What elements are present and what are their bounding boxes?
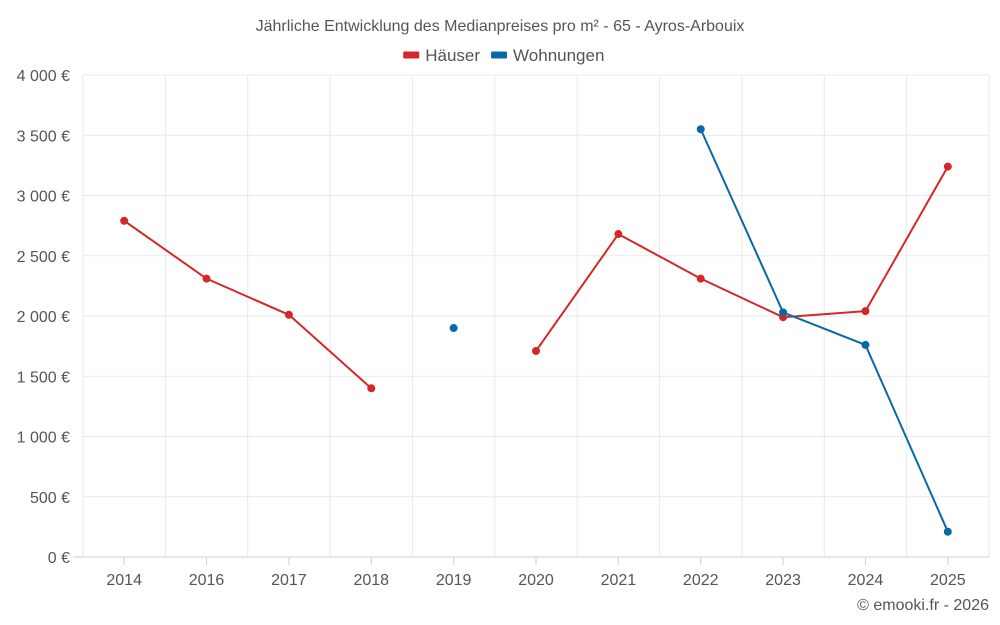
series-1: [449, 125, 952, 536]
data-point[interactable]: [120, 216, 129, 225]
grid-lines: [82, 74, 990, 557]
legend-item[interactable]: Häuser: [403, 46, 480, 65]
data-point[interactable]: [943, 162, 952, 171]
y-axis: 0 € 500 € 1 000 € 1 500 € 2 000 € 2 500 € 3 00…: [17, 68, 70, 567]
y-tick-label: 3 000 €: [17, 189, 70, 206]
data-point[interactable]: [696, 125, 705, 134]
legend-label: Wohnungen: [513, 46, 604, 65]
series-line: [123, 219, 372, 390]
y-tick-label: 0 €: [48, 550, 70, 567]
x-tick-label: 2016: [189, 572, 225, 589]
data-point[interactable]: [367, 384, 376, 393]
data-point[interactable]: [943, 527, 952, 536]
x-tick-label: 2018: [353, 572, 389, 589]
y-tick-label: 2 500 €: [17, 249, 70, 266]
legend-swatch: [403, 51, 420, 59]
x-tick-label: 2021: [601, 572, 637, 589]
x-tick-label: 2025: [930, 572, 966, 589]
data-point[interactable]: [614, 230, 623, 239]
credit-text: © emooki.fr - 2026: [857, 597, 989, 614]
data-point[interactable]: [861, 307, 870, 316]
x-tick-label: 2019: [436, 572, 472, 589]
legend-item[interactable]: Wohnungen: [491, 46, 604, 65]
y-tick-label: 3 500 €: [17, 128, 70, 145]
y-tick-label: 2 000 €: [17, 309, 70, 326]
series-line: [699, 128, 949, 533]
legend-swatch: [491, 51, 508, 59]
x-tick-label: 2020: [518, 572, 554, 589]
series-0: [120, 162, 952, 393]
x-tick-label: 2024: [848, 572, 884, 589]
data-point[interactable]: [861, 340, 870, 349]
x-axis: 2014 2016 2017 2018 2019 2020 2021 2022 2023 2024…: [73, 556, 989, 589]
series-line: [535, 166, 949, 352]
data-point[interactable]: [779, 308, 788, 317]
data-point[interactable]: [284, 310, 293, 319]
data-point[interactable]: [696, 274, 705, 283]
x-tick-label: 2014: [106, 572, 142, 589]
x-tick-label: 2023: [765, 572, 801, 589]
y-tick-label: 1 000 €: [17, 430, 70, 447]
chart-legend: Häuser Wohnungen: [403, 46, 604, 65]
data-point[interactable]: [202, 274, 211, 283]
data-point[interactable]: [449, 324, 458, 333]
y-tick-label: 4 000 €: [17, 68, 70, 85]
y-tick-label: 500 €: [30, 490, 70, 507]
x-tick-label: 2017: [271, 572, 307, 589]
x-tick-label: 2022: [683, 572, 719, 589]
series-layer: [120, 125, 952, 536]
y-tick-label: 1 500 €: [17, 369, 70, 386]
chart-title: Jährliche Entwicklung des Medianpreises …: [256, 18, 745, 35]
legend-label: Häuser: [425, 46, 480, 65]
data-point[interactable]: [532, 346, 540, 355]
